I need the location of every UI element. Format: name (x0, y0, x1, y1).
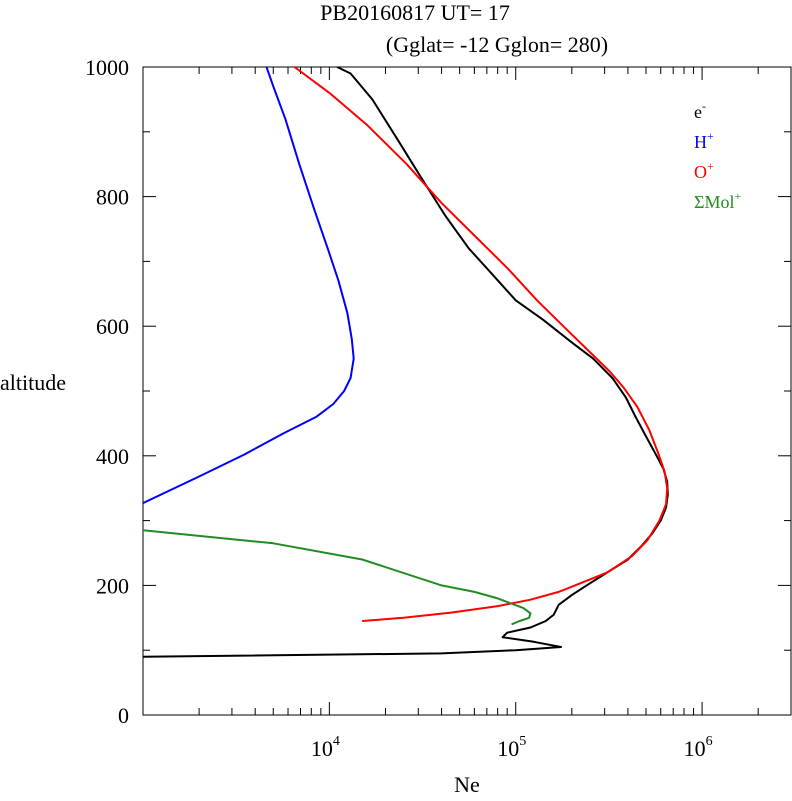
chart-title-line1: PB20160817 UT= 17 (320, 0, 510, 25)
x-tick-label: 104 (311, 734, 340, 761)
x-tick-label-base: 10 (497, 736, 519, 761)
x-tick-label: 106 (684, 734, 713, 761)
legend-entry-base: H (694, 132, 707, 152)
y-axis-ticks: 0 200 400 600 800 1000 (85, 55, 791, 728)
legend-entry: e- (694, 99, 706, 122)
series-line-3 (143, 529, 532, 626)
legend-entry-base: ΣMol (694, 192, 734, 212)
legend-entry-base: O (694, 162, 707, 182)
legend-entry-base: e (694, 102, 702, 122)
x-tick-label: 105 (497, 734, 526, 761)
legend-entry-sup: - (702, 99, 706, 113)
x-tick-label-exponent: 6 (706, 734, 713, 749)
series-line-2 (293, 67, 669, 622)
x-axis-label: Ne (454, 772, 480, 796)
legend-entry-sup: + (734, 189, 741, 203)
x-tick-label-base: 10 (311, 736, 333, 761)
legend-entry: ΣMol+ (694, 189, 741, 212)
legend: e-H+O+ΣMol+ (694, 99, 741, 212)
legend-entry-sup: + (707, 159, 714, 173)
y-tick-label: 600 (96, 314, 129, 339)
x-axis-ticks: 104 105 106 (142, 67, 792, 761)
y-tick-label: 1000 (85, 55, 129, 80)
chart-title-line2: (Gglat= -12 Gglon= 280) (386, 32, 608, 57)
series-line-1 (143, 67, 355, 505)
legend-entry: O+ (694, 159, 714, 182)
x-tick-label-exponent: 4 (333, 734, 340, 749)
series-group (143, 67, 669, 658)
legend-entry: H+ (694, 129, 714, 152)
series-line-0 (143, 67, 669, 658)
y-tick-label: 0 (118, 703, 129, 728)
y-axis-label: altitude (0, 370, 66, 395)
y-tick-label: 200 (96, 573, 129, 598)
x-tick-label-exponent: 5 (519, 734, 526, 749)
x-tick-label-base: 10 (684, 736, 706, 761)
legend-entry-sup: + (707, 129, 714, 143)
y-tick-label: 400 (96, 444, 129, 469)
y-tick-label: 800 (96, 185, 129, 210)
